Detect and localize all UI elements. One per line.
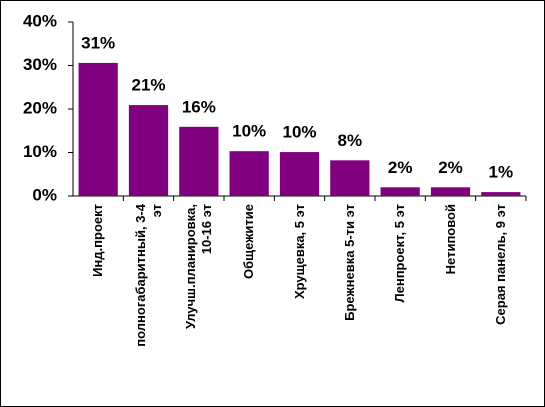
- y-tick-label: 40%: [23, 11, 57, 30]
- bar: [481, 192, 521, 196]
- value-label: 1%: [489, 163, 514, 182]
- value-label: 2%: [388, 158, 413, 177]
- value-label: 2%: [438, 158, 463, 177]
- bar: [78, 62, 118, 196]
- bar: [229, 151, 269, 196]
- x-tick-label: Нетиповой: [442, 204, 458, 275]
- x-tick-label: Хрущевка, 5 эт: [291, 204, 307, 300]
- y-tick-label: 0%: [32, 185, 57, 204]
- y-tick-label: 20%: [23, 98, 57, 117]
- value-label: 31%: [81, 33, 115, 52]
- y-tick-label: 30%: [23, 55, 57, 74]
- x-tick-label: Общежитие: [241, 204, 257, 279]
- bar: [279, 152, 320, 196]
- value-label: 21%: [131, 76, 165, 95]
- bar: [179, 126, 219, 196]
- bar: [430, 187, 471, 196]
- value-label: 10%: [282, 123, 316, 142]
- x-tick-label: полногабаритный, 3-4 эт: [132, 204, 164, 347]
- x-tick-label: Ленпроект, 5 эт: [392, 204, 408, 303]
- bar: [128, 105, 169, 196]
- bar: [380, 187, 420, 196]
- y-tick-label: 10%: [23, 142, 57, 161]
- x-tick-label: Серая панель, 9 эт: [492, 204, 508, 325]
- x-tick-label: Улучш.планировка, 10-16 эт: [182, 204, 214, 329]
- x-tick-label: Брежневка 5-ти эт: [341, 204, 357, 321]
- value-label: 16%: [182, 97, 216, 116]
- value-label: 10%: [232, 122, 266, 141]
- x-tick-label: Инд.проект: [90, 204, 106, 277]
- bar: [330, 160, 370, 196]
- value-label: 8%: [338, 131, 363, 150]
